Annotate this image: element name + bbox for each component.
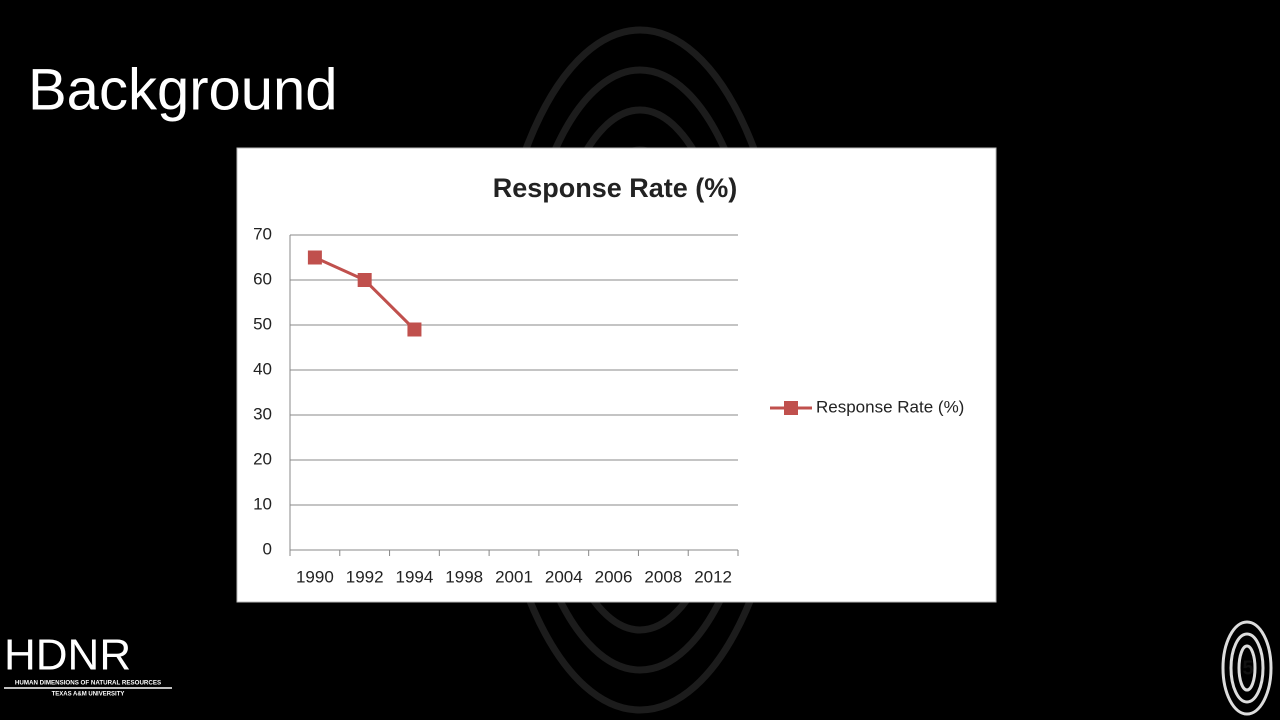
page-fingerprint [1221,620,1273,716]
legend-marker [784,401,798,415]
y-tick-label: 70 [253,224,272,243]
y-tick-label: 10 [253,494,272,513]
page-number: 5 [1242,657,1253,679]
y-tick-label: 50 [253,314,272,333]
logo-university: TEXAS A&M UNIVERSITY [52,692,125,698]
y-tick-label: 30 [253,404,272,423]
y-tick-label: 40 [253,359,272,378]
x-tick-label: 1990 [296,567,334,586]
x-tick-label: 1998 [445,567,483,586]
x-tick-label: 2012 [694,567,732,586]
y-tick-label: 0 [263,539,272,558]
x-tick-label: 2004 [545,567,583,586]
x-tick-label: 2008 [644,567,682,586]
chart-title: Response Rate (%) [493,173,738,203]
y-tick-label: 20 [253,449,272,468]
chart-area [236,147,997,603]
logo-subtitle: HUMAN DIMENSIONS OF NATURAL RESOURCES [15,680,161,687]
slide-title: Background [28,57,338,122]
x-tick-label: 2001 [495,567,533,586]
marker [307,250,322,265]
logo: HDNR [4,631,131,680]
marker [357,273,372,287]
x-tick-label: 1992 [346,567,384,586]
x-tick-label: 2006 [595,567,633,586]
marker [407,322,422,337]
legend-label: Response Rate (%) [816,397,964,416]
x-tick-label: 1994 [396,567,434,586]
y-tick-label: 60 [253,269,272,288]
